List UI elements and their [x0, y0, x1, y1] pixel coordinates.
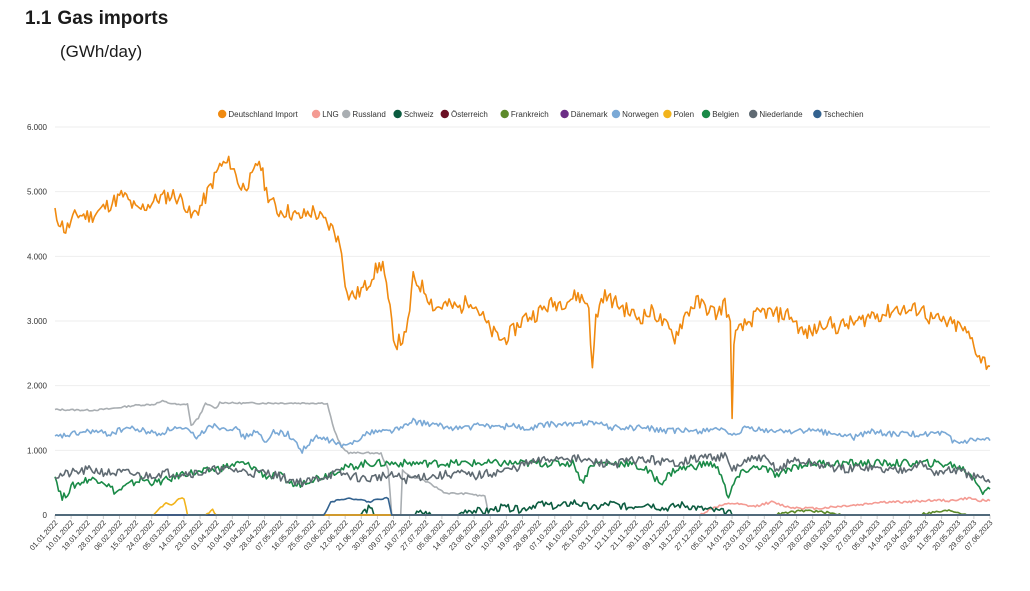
legend-swatch — [560, 109, 569, 119]
legend-swatch — [663, 109, 672, 119]
legend-swatch — [440, 109, 449, 119]
legend-swatch — [311, 109, 321, 119]
legend-item-deutschland-import: Deutschland Import — [217, 109, 299, 119]
legend-label: Niederlande — [759, 110, 803, 119]
legend-swatch — [217, 109, 227, 119]
series-line-norwegen — [54, 417, 991, 454]
legend-item-lng: LNG — [311, 109, 339, 119]
legend-item-frankreich: Frankreich — [500, 109, 549, 119]
legend-item-schweiz: Schweiz — [393, 109, 434, 119]
legend-swatch — [393, 109, 402, 119]
legend-label: LNG — [322, 110, 338, 119]
series-line-schweiz — [55, 499, 990, 516]
chart-title: Gas imports — [57, 8, 169, 29]
legend-item-danemark: Dänemark — [560, 109, 609, 119]
legend-swatch — [611, 109, 621, 119]
legend: Deutschland Import LNG Russland Schweiz Öste… — [217, 109, 864, 119]
legend-swatch — [701, 109, 711, 119]
y-tick-label: 3.000 — [27, 317, 48, 326]
legend-swatch — [342, 109, 351, 119]
chart-heading: 1.1 Gas imports — [25, 8, 168, 30]
legend-label: Belgien — [712, 110, 739, 119]
legend-item-niederlande: Niederlande — [748, 109, 803, 119]
legend-swatch — [748, 109, 758, 119]
legend-swatch — [813, 109, 822, 119]
y-tick-label: 5.000 — [27, 188, 48, 197]
section-number: 1.1 — [25, 8, 52, 29]
legend-item-osterreich: Österreich — [440, 109, 488, 119]
legend-label: Dänemark — [571, 110, 609, 119]
y-tick-label: 1.000 — [27, 446, 48, 455]
legend-label: Frankreich — [511, 110, 549, 119]
legend-label: Österreich — [451, 110, 488, 119]
legend-item-norwegen: Norwegen — [611, 109, 659, 119]
series-line-niederlande — [54, 452, 991, 488]
y-tick-label: 0 — [43, 511, 48, 520]
legend-label: Deutschland Import — [228, 110, 298, 119]
y-tick-label: 4.000 — [27, 252, 48, 261]
y-tick-label: 2.000 — [27, 382, 48, 391]
legend-item-russland: Russland — [342, 109, 386, 119]
legend-label: Tschechien — [824, 110, 864, 119]
legend-label: Norwegen — [622, 110, 658, 119]
legend-item-belgien: Belgien — [701, 109, 739, 119]
legend-label: Schweiz — [404, 110, 434, 119]
legend-swatch — [500, 109, 509, 119]
legend-item-polen: Polen — [663, 109, 694, 119]
series-line-russland — [54, 399, 990, 516]
series-line-deutschland-import — [54, 155, 991, 420]
chart-unit: (GWh/day) — [60, 42, 143, 61]
series-line-tschechien — [55, 496, 990, 516]
legend-item-tschechien: Tschechien — [813, 109, 864, 119]
series-line-lng — [55, 496, 991, 516]
y-tick-label: 6.000 — [27, 123, 48, 132]
legend-label: Russland — [352, 110, 385, 119]
legend-label: Polen — [674, 110, 694, 119]
